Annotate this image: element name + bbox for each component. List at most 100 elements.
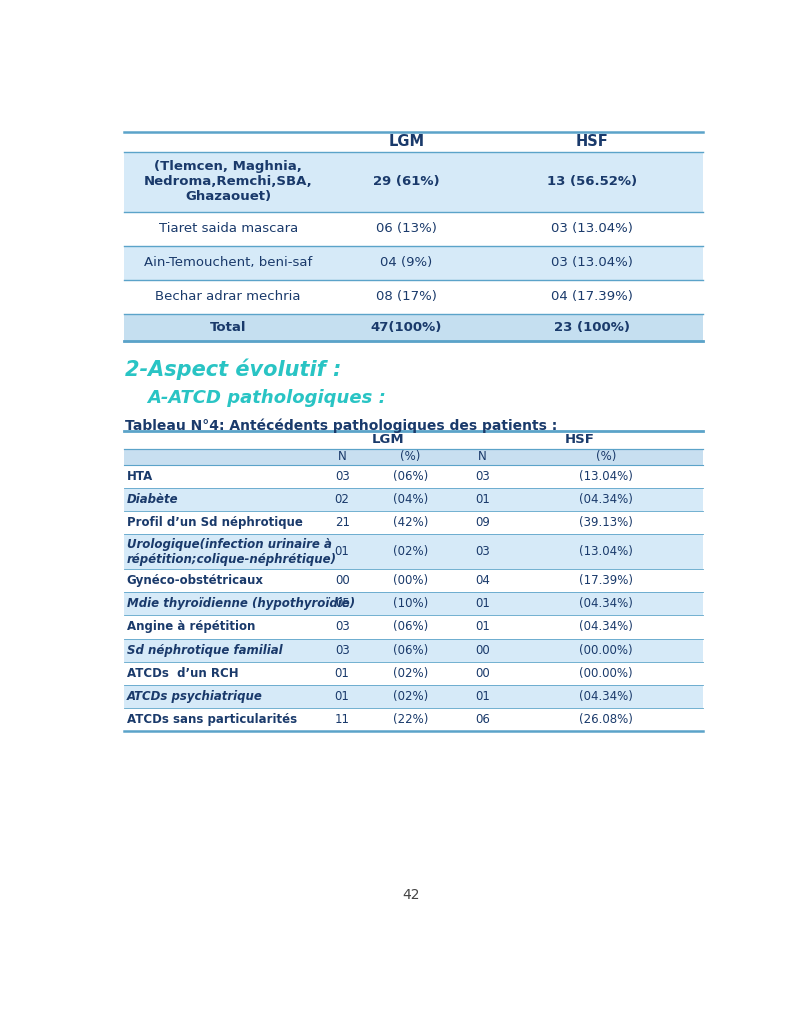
Text: Profil d’un Sd néphrotique: Profil d’un Sd néphrotique — [127, 516, 302, 528]
Text: N: N — [477, 451, 486, 463]
Text: (42%): (42%) — [392, 516, 427, 528]
Text: Sd néphrotique familial: Sd néphrotique familial — [127, 644, 282, 656]
Text: Tiaret saida mascara: Tiaret saida mascara — [159, 223, 298, 235]
Text: Mdie thyroïdienne (hypothyroïdie): Mdie thyroïdienne (hypothyroïdie) — [127, 598, 354, 610]
Text: 08 (17%): 08 (17%) — [375, 290, 436, 304]
Bar — [124, 280, 703, 314]
Bar — [124, 593, 703, 615]
Bar — [124, 639, 703, 661]
Text: 23 (100%): 23 (100%) — [553, 321, 629, 334]
Text: 04 (17.39%): 04 (17.39%) — [550, 290, 632, 304]
Text: 01: 01 — [334, 666, 349, 680]
Text: LGM: LGM — [388, 134, 424, 149]
Text: 00: 00 — [334, 574, 349, 588]
Text: 01: 01 — [475, 493, 489, 506]
Text: 05: 05 — [334, 598, 349, 610]
Text: (22%): (22%) — [392, 713, 427, 726]
Text: (%): (%) — [399, 451, 420, 463]
Text: Diabète: Diabète — [127, 493, 178, 506]
Text: (02%): (02%) — [392, 690, 427, 703]
Text: 03: 03 — [475, 469, 489, 482]
Bar — [124, 314, 703, 341]
Text: ATCDs psychiatrique: ATCDs psychiatrique — [127, 690, 262, 703]
Text: 11: 11 — [334, 713, 349, 726]
Text: N: N — [338, 451, 346, 463]
Text: 01: 01 — [475, 690, 489, 703]
Text: (%): (%) — [595, 451, 615, 463]
Text: 03: 03 — [475, 545, 489, 558]
Text: (00%): (00%) — [392, 574, 427, 588]
Bar — [124, 661, 703, 685]
Text: 03: 03 — [334, 644, 349, 656]
Text: 01: 01 — [475, 598, 489, 610]
Text: Angine à répétition: Angine à répétition — [127, 620, 255, 634]
Text: 04 (9%): 04 (9%) — [380, 257, 432, 269]
Bar — [124, 487, 703, 511]
Bar — [124, 212, 703, 246]
Bar — [124, 430, 703, 449]
Bar — [124, 708, 703, 731]
Text: 2-Aspect évolutif :: 2-Aspect évolutif : — [125, 359, 341, 380]
Text: 01: 01 — [334, 690, 349, 703]
Text: 02: 02 — [334, 493, 349, 506]
Text: 00: 00 — [475, 666, 489, 680]
Text: (00.00%): (00.00%) — [578, 644, 632, 656]
Text: A-ATCD pathologiques :: A-ATCD pathologiques : — [147, 389, 385, 407]
Text: Tableau N°4: Antécédents pathologiques des patients :: Tableau N°4: Antécédents pathologiques d… — [125, 418, 557, 433]
Text: (06%): (06%) — [392, 644, 427, 656]
Text: ATCDs sans particularités: ATCDs sans particularités — [127, 713, 297, 726]
Text: 42: 42 — [402, 888, 419, 901]
Text: ATCDs  d’un RCH: ATCDs d’un RCH — [127, 666, 238, 680]
Text: (04%): (04%) — [392, 493, 427, 506]
Text: Bechar adrar mechria: Bechar adrar mechria — [156, 290, 301, 304]
Text: 47(100%): 47(100%) — [371, 321, 442, 334]
Text: (04.34%): (04.34%) — [578, 493, 632, 506]
Bar — [124, 465, 703, 487]
Bar — [124, 246, 703, 280]
Text: (13.04%): (13.04%) — [578, 469, 632, 482]
Text: 29 (61%): 29 (61%) — [373, 176, 439, 188]
Text: HSF: HSF — [575, 134, 607, 149]
Text: (04.34%): (04.34%) — [578, 690, 632, 703]
Bar — [124, 533, 703, 569]
Text: 06 (13%): 06 (13%) — [375, 223, 436, 235]
Text: HSF: HSF — [564, 433, 594, 447]
Text: 03: 03 — [334, 469, 349, 482]
Text: (04.34%): (04.34%) — [578, 620, 632, 634]
Text: 04: 04 — [475, 574, 489, 588]
Text: 03 (13.04%): 03 (13.04%) — [550, 223, 632, 235]
Text: 00: 00 — [475, 644, 489, 656]
Text: 03: 03 — [334, 620, 349, 634]
Text: Total: Total — [210, 321, 246, 334]
Text: (26.08%): (26.08%) — [578, 713, 632, 726]
Text: (17.39%): (17.39%) — [578, 574, 632, 588]
Bar — [124, 685, 703, 708]
Text: (10%): (10%) — [392, 598, 427, 610]
Text: Urologique(infection urinaire à
répétition;colique-néphrétique): Urologique(infection urinaire à répétiti… — [127, 538, 336, 565]
Bar — [124, 511, 703, 533]
Text: 21: 21 — [334, 516, 349, 528]
Text: (04.34%): (04.34%) — [578, 598, 632, 610]
Text: 01: 01 — [334, 545, 349, 558]
Bar — [124, 615, 703, 639]
Bar — [124, 132, 703, 152]
Text: (Tlemcen, Maghnia,
Nedroma,Remchi,SBA,
Ghazaouet): (Tlemcen, Maghnia, Nedroma,Remchi,SBA, G… — [144, 160, 312, 203]
Text: (02%): (02%) — [392, 666, 427, 680]
Bar — [124, 569, 703, 593]
Bar — [124, 449, 703, 465]
Text: LGM: LGM — [371, 433, 403, 447]
Text: (06%): (06%) — [392, 620, 427, 634]
Text: Ain-Temouchent, beni-saf: Ain-Temouchent, beni-saf — [144, 257, 312, 269]
Text: (02%): (02%) — [392, 545, 427, 558]
Text: 06: 06 — [475, 713, 489, 726]
Text: 03 (13.04%): 03 (13.04%) — [550, 257, 632, 269]
Text: Gynéco-obstétricaux: Gynéco-obstétricaux — [127, 574, 263, 588]
Bar — [124, 152, 703, 212]
Text: 01: 01 — [475, 620, 489, 634]
Text: (13.04%): (13.04%) — [578, 545, 632, 558]
Text: 09: 09 — [475, 516, 489, 528]
Text: (06%): (06%) — [392, 469, 427, 482]
Text: 13 (56.52%): 13 (56.52%) — [546, 176, 636, 188]
Text: HTA: HTA — [127, 469, 153, 482]
Text: (39.13%): (39.13%) — [578, 516, 632, 528]
